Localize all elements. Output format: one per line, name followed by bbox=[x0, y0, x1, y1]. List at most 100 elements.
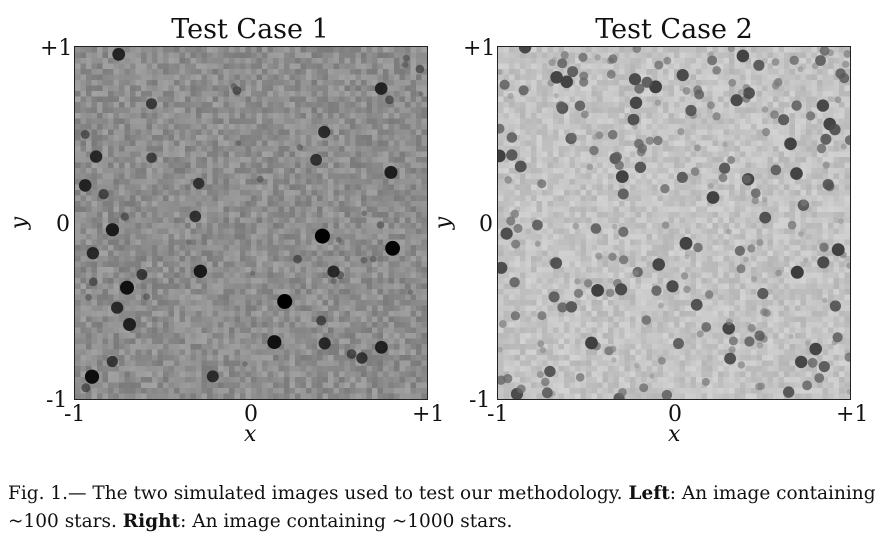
noise-pixel bbox=[416, 206, 422, 213]
noise-pixel bbox=[372, 250, 378, 257]
noise-pixel bbox=[399, 206, 406, 213]
noise-pixel bbox=[520, 349, 526, 356]
noise-pixel bbox=[113, 201, 120, 207]
noise-pixel bbox=[355, 74, 362, 81]
noise-pixel bbox=[289, 85, 296, 92]
noise-pixel bbox=[196, 146, 202, 152]
noise-pixel bbox=[328, 256, 334, 262]
noise-pixel bbox=[163, 234, 169, 240]
noise-pixel bbox=[295, 195, 301, 202]
noise-pixel bbox=[405, 272, 411, 279]
noise-pixel bbox=[317, 388, 323, 394]
noise-pixel bbox=[503, 344, 510, 350]
noise-pixel bbox=[278, 344, 285, 350]
noise-pixel bbox=[102, 212, 109, 218]
star bbox=[85, 293, 92, 301]
noise-pixel bbox=[229, 206, 235, 213]
noise-pixel bbox=[108, 184, 114, 191]
noise-pixel bbox=[196, 393, 202, 399]
noise-pixel bbox=[223, 173, 230, 180]
noise-pixel bbox=[350, 80, 356, 86]
noise-pixel bbox=[174, 289, 180, 295]
noise-pixel bbox=[251, 333, 257, 339]
noise-pixel bbox=[520, 300, 526, 306]
noise-pixel bbox=[289, 234, 296, 240]
noise-pixel bbox=[152, 52, 158, 59]
noise-pixel bbox=[157, 344, 164, 350]
noise-pixel bbox=[179, 96, 186, 103]
noise-pixel bbox=[416, 327, 422, 334]
noise-pixel bbox=[416, 278, 422, 284]
noise-pixel bbox=[124, 135, 131, 141]
noise-pixel bbox=[179, 69, 186, 75]
noise-pixel bbox=[273, 80, 279, 86]
noise-pixel bbox=[102, 333, 109, 339]
noise-pixel bbox=[328, 47, 334, 53]
noise-pixel bbox=[289, 52, 296, 59]
noise-pixel bbox=[514, 355, 521, 361]
noise-pixel bbox=[229, 168, 235, 174]
noise-pixel bbox=[185, 228, 191, 235]
noise-pixel bbox=[350, 140, 356, 147]
noise-pixel bbox=[322, 162, 329, 169]
noise-pixel bbox=[394, 118, 400, 125]
noise-pixel bbox=[383, 201, 389, 207]
noise-pixel bbox=[245, 206, 252, 213]
noise-pixel bbox=[218, 377, 224, 383]
noise-pixel bbox=[525, 168, 532, 174]
noise-pixel bbox=[388, 360, 395, 367]
noise-pixel bbox=[91, 311, 98, 317]
noise-pixel bbox=[80, 316, 87, 323]
noise-pixel bbox=[542, 344, 548, 350]
noise-pixel bbox=[536, 228, 543, 235]
noise-pixel bbox=[196, 157, 202, 163]
noise-pixel bbox=[75, 113, 81, 119]
noise-pixel bbox=[306, 393, 312, 399]
noise-pixel bbox=[416, 250, 422, 257]
noise-pixel bbox=[273, 327, 279, 334]
noise-pixel bbox=[141, 206, 147, 213]
noise-pixel bbox=[372, 179, 378, 185]
noise-pixel bbox=[388, 107, 395, 114]
noise-pixel bbox=[399, 278, 406, 284]
noise-pixel bbox=[130, 355, 136, 361]
noise-pixel bbox=[108, 96, 114, 103]
noise-pixel bbox=[394, 278, 400, 284]
noise-pixel bbox=[317, 327, 323, 334]
noise-pixel bbox=[311, 234, 318, 240]
noise-pixel bbox=[366, 135, 373, 141]
noise-pixel bbox=[547, 234, 554, 240]
noise-pixel bbox=[262, 228, 268, 235]
noise-pixel bbox=[267, 52, 274, 59]
noise-pixel bbox=[102, 393, 109, 399]
noise-pixel bbox=[328, 327, 334, 334]
y-axis-label: y bbox=[7, 216, 33, 230]
noise-pixel bbox=[80, 74, 87, 81]
noise-pixel bbox=[388, 283, 395, 290]
noise-pixel bbox=[388, 256, 395, 262]
noise-pixel bbox=[531, 162, 537, 169]
noise-pixel bbox=[152, 382, 158, 389]
noise-pixel bbox=[520, 140, 526, 147]
noise-pixel bbox=[201, 96, 208, 103]
noise-pixel bbox=[119, 388, 125, 394]
noise-pixel bbox=[372, 107, 378, 114]
noise-pixel bbox=[75, 168, 81, 174]
noise-pixel bbox=[262, 377, 268, 383]
star bbox=[402, 54, 410, 62]
noise-pixel bbox=[388, 355, 395, 361]
noise-pixel bbox=[536, 322, 543, 328]
noise-pixel bbox=[157, 63, 164, 70]
noise-pixel bbox=[174, 338, 180, 345]
noise-pixel bbox=[416, 382, 422, 389]
noise-pixel bbox=[344, 52, 351, 59]
noise-pixel bbox=[383, 349, 389, 356]
noise-pixel bbox=[416, 151, 422, 158]
noise-pixel bbox=[207, 349, 213, 356]
noise-pixel bbox=[130, 256, 136, 262]
noise-pixel bbox=[405, 223, 411, 229]
noise-pixel bbox=[289, 355, 296, 361]
noise-pixel bbox=[542, 168, 548, 174]
star bbox=[360, 256, 368, 264]
noise-pixel bbox=[531, 377, 537, 383]
